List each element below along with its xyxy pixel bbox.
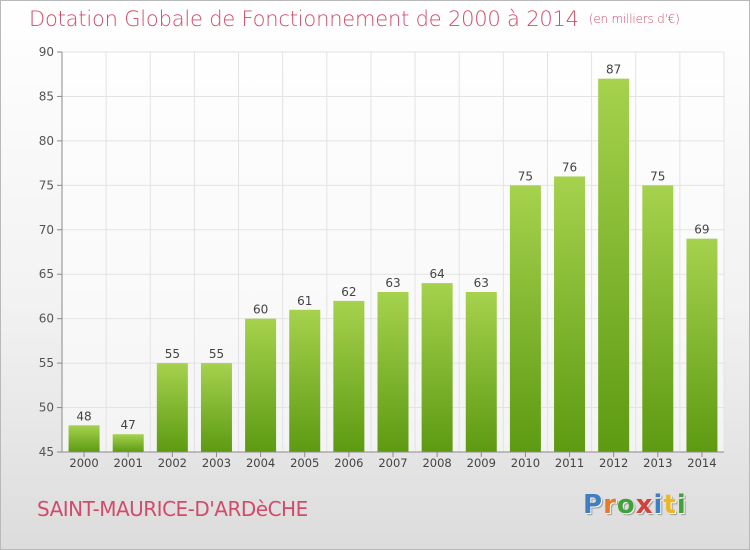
data-label: 62 [341, 285, 356, 299]
bar [333, 300, 365, 452]
bar [68, 425, 100, 452]
logo-letter: x [635, 490, 654, 520]
data-label: 75 [518, 169, 533, 183]
y-tick-label: 50 [39, 401, 54, 415]
y-tick-label: 75 [39, 178, 54, 192]
x-tick-label: 2009 [467, 456, 496, 470]
data-label: 63 [385, 276, 400, 290]
logo-letter: P [583, 490, 604, 520]
data-label: 75 [650, 169, 665, 183]
x-tick-label: 2005 [290, 456, 319, 470]
bar [377, 292, 409, 452]
x-tick-label: 2002 [158, 456, 187, 470]
x-tick-label: 2011 [555, 456, 584, 470]
x-tick-label: 2004 [246, 456, 275, 470]
x-tick-label: 2008 [422, 456, 451, 470]
data-label: 63 [474, 276, 489, 290]
bar [465, 292, 497, 452]
bar [642, 185, 674, 453]
y-tick-label: 65 [39, 267, 54, 281]
y-tick-label: 80 [39, 134, 54, 148]
y-tick-label: 85 [39, 89, 54, 103]
y-tick-label: 70 [39, 223, 54, 237]
data-label: 55 [209, 347, 224, 361]
data-label: 55 [165, 347, 180, 361]
x-tick-label: 2014 [687, 456, 716, 470]
y-tick-label: 45 [39, 445, 54, 459]
logo-letter: i [676, 490, 687, 520]
proxiti-logo[interactable]: Proxiti [583, 490, 687, 520]
x-tick-label: 2010 [511, 456, 540, 470]
data-label: 64 [429, 267, 444, 281]
data-label: 61 [297, 294, 312, 308]
commune-name: SAINT-MAURICE-D'ARDèCHE [37, 497, 308, 521]
unit-label: (en milliers d'€) [588, 12, 680, 26]
bar [200, 363, 232, 452]
bar [245, 318, 277, 452]
logo-letter: o [616, 490, 636, 520]
x-tick-label: 2000 [69, 456, 98, 470]
bar [421, 283, 453, 452]
data-label: 47 [121, 418, 136, 432]
bar [598, 78, 630, 453]
bar [289, 309, 321, 452]
bar [156, 363, 188, 452]
chart-title: Dotation Globale de Fonctionnement de 20… [29, 7, 680, 31]
bar [509, 185, 541, 453]
x-tick-label: 2012 [599, 456, 628, 470]
x-tick-label: 2001 [114, 456, 143, 470]
title-text: Dotation Globale de Fonctionnement de 20… [29, 7, 579, 31]
data-label: 76 [562, 160, 577, 174]
x-tick-label: 2013 [643, 456, 672, 470]
x-tick-label: 2007 [378, 456, 407, 470]
x-tick-label: 2003 [202, 456, 231, 470]
data-label: 69 [694, 223, 709, 237]
y-tick-label: 55 [39, 356, 54, 370]
bar [554, 176, 586, 452]
logo-letter: r [603, 490, 617, 520]
bar [686, 238, 718, 452]
x-tick-label: 2006 [334, 456, 363, 470]
data-label: 87 [606, 63, 621, 77]
y-tick-label: 90 [39, 45, 54, 59]
bar [112, 434, 144, 452]
data-label: 60 [253, 303, 268, 317]
logo-letter: i [653, 490, 664, 520]
y-tick-label: 60 [39, 312, 54, 326]
logo-letter: t [663, 490, 677, 520]
data-label: 48 [76, 409, 91, 423]
